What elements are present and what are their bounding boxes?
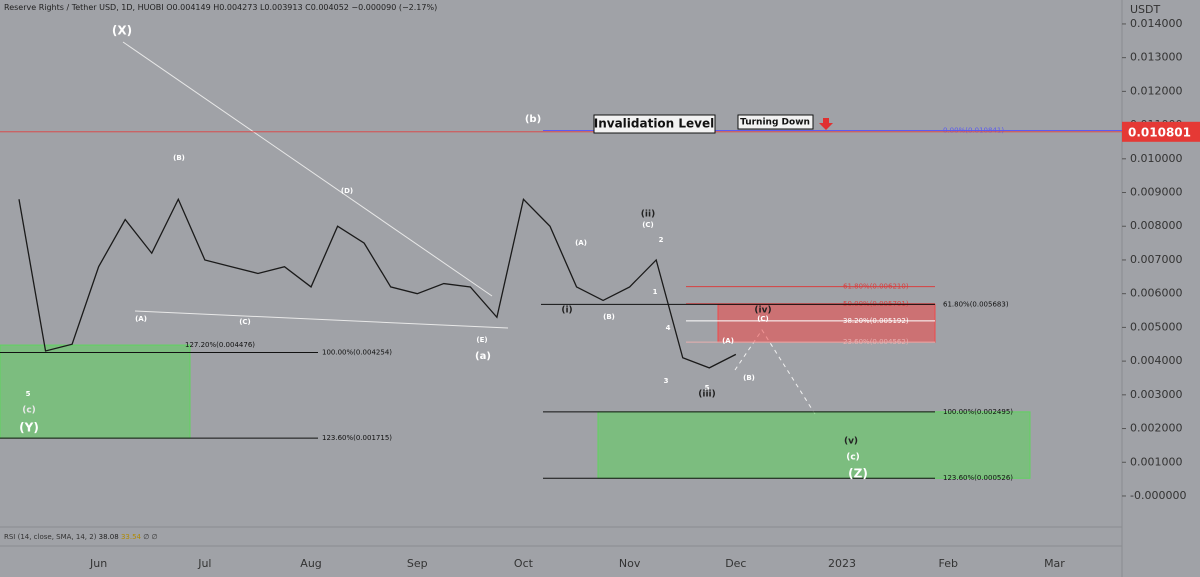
fib-label: 100.00%(0.004254)	[322, 349, 392, 357]
fib-label: 38.20%(0.005192)	[843, 317, 909, 325]
fib-label: 23.60%(0.004562)	[843, 338, 909, 346]
y-tick-label: 0.008000	[1130, 219, 1183, 232]
wave-label: (A)	[575, 239, 587, 247]
wave-label: (C)	[642, 221, 654, 229]
wave-label: (B)	[603, 313, 615, 321]
fib-label: 50.00%(0.005701)	[843, 300, 909, 308]
wave-label: (ii)	[641, 210, 655, 220]
wave-label: 5	[705, 384, 710, 392]
x-tick-label: Dec	[725, 557, 746, 570]
down-arrow	[819, 118, 833, 130]
rsi-value: 38.08	[99, 533, 119, 541]
x-tick-label: 2023	[828, 557, 856, 570]
last-price-label: 0.010801	[1128, 125, 1191, 139]
zone	[0, 344, 191, 439]
wave-label: (a)	[475, 351, 491, 362]
wave-label: (C)	[757, 315, 769, 323]
rsi-extra: ∅ ∅	[143, 533, 157, 541]
y-tick-label: 0.012000	[1130, 84, 1183, 97]
wave-label: (b)	[525, 114, 541, 125]
wave-label: (Z)	[848, 467, 868, 481]
y-tick-label: 0.004000	[1130, 354, 1183, 367]
symbol: Reserve Rights / Tether USD, 1D, HUOBI	[4, 3, 164, 12]
symbol-info: Reserve Rights / Tether USD, 1D, HUOBI O…	[4, 3, 437, 12]
wave-label: (iii)	[698, 390, 715, 400]
note-box	[737, 114, 814, 130]
x-tick-label: Oct	[514, 557, 534, 570]
fib-label: 127.20%(0.004476)	[185, 341, 255, 349]
wave-label: (B)	[743, 374, 755, 382]
x-tick-label: Sep	[407, 557, 428, 570]
y-tick-label: 0.005000	[1130, 320, 1183, 333]
wave-label: (A)	[722, 337, 734, 345]
wave-label: (B)	[173, 154, 185, 162]
wave-label: (C)	[239, 318, 251, 326]
y-tick-label: 0.009000	[1130, 186, 1183, 199]
fib-label: 0.00%(0.010841)	[943, 126, 1004, 134]
y-tick-label: 0.006000	[1130, 287, 1183, 300]
wave-label: (c)	[22, 406, 36, 416]
wave-label: 5	[26, 390, 31, 398]
wave-label: 2	[659, 236, 664, 244]
wave-label: (A)	[135, 315, 147, 323]
y-tick-label: 0.002000	[1130, 422, 1183, 435]
x-tick-label: Aug	[300, 557, 321, 570]
wave-label: 3	[664, 377, 669, 385]
price-line	[18, 197, 737, 369]
wave-label: 4	[666, 324, 671, 332]
zone	[597, 411, 1031, 479]
fib-label: 100.00%(0.002495)	[943, 408, 1013, 416]
wave-label: (X)	[112, 24, 132, 38]
wave-label: (D)	[341, 187, 353, 195]
x-tick-label: Jun	[89, 557, 107, 570]
fib-label: 61.80%(0.006210)	[843, 283, 909, 291]
y-tick-label: 0.001000	[1130, 455, 1183, 468]
y-tick-label: 0.014000	[1130, 17, 1183, 30]
x-tick-label: Feb	[939, 557, 958, 570]
note-box	[593, 114, 716, 134]
x-tick-label: Nov	[619, 557, 641, 570]
y-tick-label: 0.007000	[1130, 253, 1183, 266]
fib-label: 61.80%(0.005683)	[943, 300, 1009, 308]
x-tick-label: Mar	[1044, 557, 1065, 570]
ohlc: O0.004149 H0.004273 L0.003913 C0.004052 …	[166, 3, 437, 12]
wave-label: (E)	[476, 336, 487, 344]
note: Turning Down	[740, 118, 810, 128]
trendline	[122, 41, 493, 297]
wave-label: (c)	[846, 453, 860, 463]
rsi-signal: 33.54	[121, 533, 142, 541]
y-tick-label: 0.003000	[1130, 388, 1183, 401]
note: Invalidation Level	[594, 117, 715, 131]
y-tick-label: 0.010000	[1130, 152, 1183, 165]
x-tick-label: Jul	[197, 557, 211, 570]
rsi-label: RSI (14, close, SMA, 14, 2)	[4, 533, 97, 541]
fib-label: 123.60%(0.000526)	[943, 474, 1013, 482]
wave-label: (i)	[561, 306, 572, 316]
y-tick-label: 0.013000	[1130, 51, 1183, 64]
wave-label: (iv)	[754, 306, 771, 316]
wave-label: 1	[653, 288, 658, 296]
fib-label: 123.60%(0.001715)	[322, 434, 392, 442]
y-tick-label: -0.000000	[1130, 489, 1186, 502]
wave-label: (v)	[844, 437, 858, 447]
wave-label: (Y)	[19, 421, 39, 435]
rsi-info: RSI (14, close, SMA, 14, 2) 38.08 33.54 …	[4, 533, 158, 541]
axis-label: USDT	[1130, 3, 1161, 16]
trendline	[134, 310, 509, 329]
last-price-box	[1122, 121, 1200, 142]
